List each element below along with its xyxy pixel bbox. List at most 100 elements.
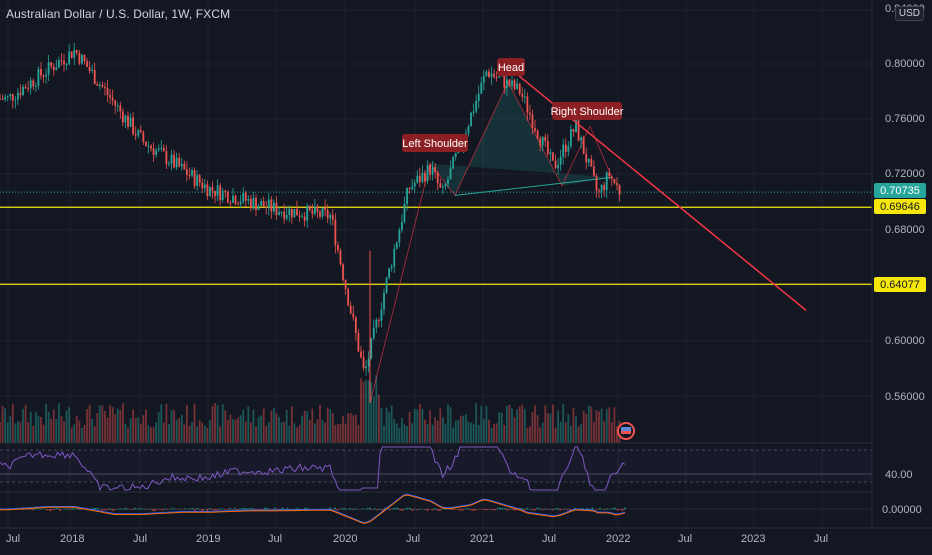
volume-bar	[237, 417, 239, 443]
candle-body	[260, 201, 263, 206]
left-shoulder-label[interactable]: Left Shoulder	[402, 134, 468, 152]
macd-histogram-bar	[574, 507, 576, 510]
candle-body	[421, 172, 424, 182]
candle-body	[114, 100, 117, 106]
macd-histogram-bar	[51, 509, 54, 511]
volume-bar	[454, 420, 457, 443]
macd-histogram-bar	[531, 509, 534, 511]
candle-body	[216, 185, 219, 197]
macd-histogram-bar	[146, 509, 149, 510]
macd-histogram-bar	[124, 507, 126, 510]
volume-bar	[32, 425, 35, 443]
candle-body	[541, 136, 544, 146]
head-label[interactable]: Head	[497, 58, 525, 76]
candle-body	[434, 167, 437, 173]
macd-histogram-bar	[329, 507, 331, 510]
macd-histogram-bar	[591, 507, 594, 510]
volume-bar	[234, 419, 237, 443]
price-axis[interactable]: 0.84000 0.80000 0.76000 0.72000 0.68000 …	[871, 0, 932, 550]
macd-panel[interactable]	[0, 491, 932, 524]
macd-histogram-bar	[569, 509, 571, 511]
volume-bar	[88, 404, 91, 443]
candle-body	[175, 157, 178, 168]
level-badge-1: 0.69646	[874, 199, 926, 214]
candle-body	[137, 130, 140, 136]
macd-histogram-bar	[119, 508, 121, 510]
volume-bar	[9, 415, 12, 443]
macd-histogram-bar	[94, 507, 96, 510]
volume-bar	[98, 405, 101, 443]
candle-body	[311, 210, 314, 214]
volume-bar	[91, 419, 94, 443]
macd-histogram-bar	[296, 508, 299, 510]
volume-bar	[436, 420, 439, 443]
candle-body	[337, 245, 339, 251]
volume-bar	[183, 424, 186, 443]
candle-body	[398, 229, 401, 243]
candle-body	[221, 190, 224, 201]
macd-line	[0, 493, 626, 524]
candle-body	[237, 203, 239, 205]
candle-body	[206, 184, 209, 197]
macd-histogram-bar	[359, 509, 361, 510]
candle-body	[81, 54, 83, 64]
candle-body	[88, 67, 91, 71]
macd-histogram-bar	[144, 508, 146, 510]
volume-bar	[101, 405, 104, 443]
macd-histogram-bar	[34, 507, 36, 510]
candle-body	[416, 175, 419, 183]
candle-body	[490, 73, 493, 77]
pattern-labels[interactable]: Left Shoulder Head Right Shoulder	[402, 58, 624, 152]
volume-bar	[567, 414, 570, 443]
macd-histogram-bar	[454, 509, 456, 510]
candle-body	[608, 172, 611, 177]
replay-icon[interactable]	[617, 422, 635, 440]
macd-histogram-bar	[189, 508, 191, 510]
rsi-panel[interactable]	[0, 442, 932, 492]
volume-bar	[587, 405, 590, 443]
volume-bar	[165, 403, 168, 443]
volume-bar	[462, 415, 465, 443]
right-shoulder-label[interactable]: Right Shoulder	[551, 102, 624, 120]
volume-bar	[365, 379, 367, 443]
volume-bar	[278, 416, 280, 443]
macd-histogram-bar	[524, 509, 526, 511]
candle-body	[1, 98, 4, 100]
candle-body	[50, 62, 53, 67]
volume-bar	[175, 419, 178, 443]
volume-bar	[96, 412, 99, 443]
macd-histogram-bar	[431, 509, 434, 511]
volume-bar	[616, 426, 618, 443]
candle-body	[431, 167, 434, 175]
horizontal-levels[interactable]	[0, 191, 872, 285]
volume-bar	[503, 425, 506, 443]
level-2-text: 0.64077	[880, 279, 920, 291]
volume-bar	[285, 409, 288, 443]
macd-histogram-bar	[129, 509, 131, 510]
left-shoulder-label-bg	[402, 134, 468, 152]
currency-badge[interactable]: USD	[894, 6, 924, 21]
time-tick: 2019	[196, 533, 220, 545]
candle-body	[436, 172, 439, 184]
time-axis[interactable]: Jul 2018 Jul 2019 Jul 2020 Jul 2021 Jul …	[0, 527, 932, 545]
volume-bar	[37, 415, 40, 443]
volume-bar	[114, 414, 117, 443]
chart-title: Australian Dollar / U.S. Dollar, 1W, FXC…	[6, 7, 231, 21]
volume-bar	[40, 417, 42, 443]
candle-body	[96, 83, 99, 86]
candle-body	[290, 208, 293, 218]
candle-body	[183, 163, 186, 170]
candle-body	[582, 137, 585, 155]
volume-bar	[132, 409, 135, 443]
candle-body	[285, 214, 288, 219]
volume-bar	[488, 419, 490, 443]
macd-histogram-bar	[559, 509, 561, 511]
candle-body	[393, 248, 396, 267]
candle-body	[498, 76, 501, 78]
volume-bars	[0, 375, 621, 443]
macd-histogram-bar	[484, 509, 486, 511]
volume-bar	[311, 408, 314, 443]
candle-body	[22, 86, 24, 96]
